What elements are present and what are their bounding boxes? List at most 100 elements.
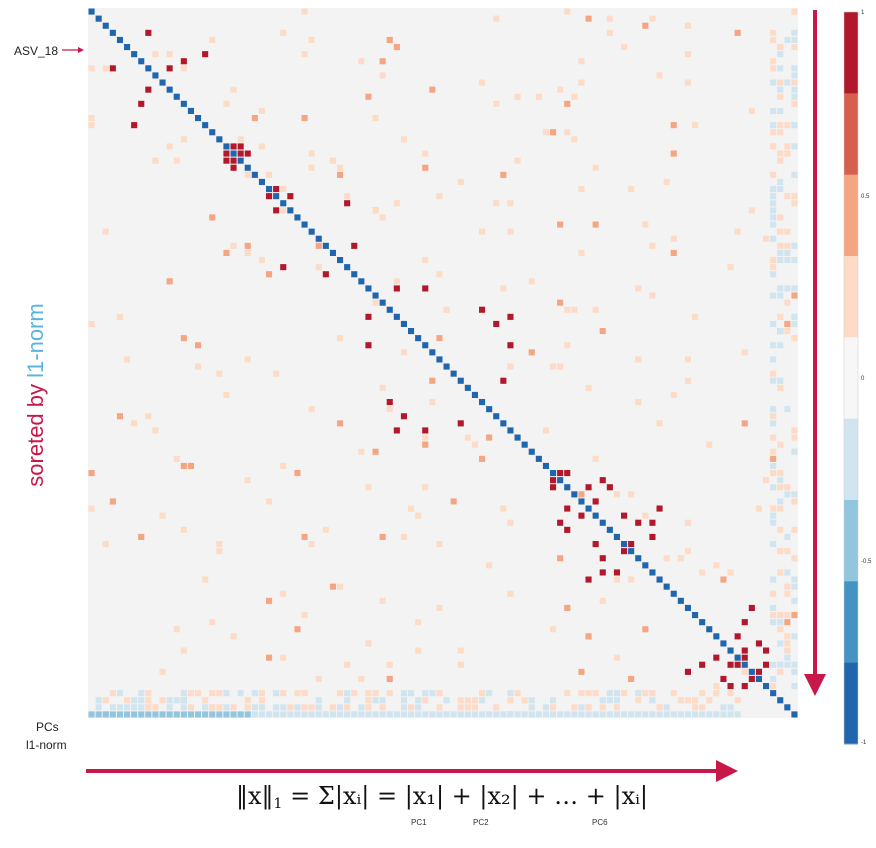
heatmap-cell xyxy=(777,292,784,299)
heatmap-cell xyxy=(791,583,798,590)
heatmap-cell xyxy=(777,44,784,51)
strong-correlation-cell xyxy=(109,65,116,72)
heatmap-cell xyxy=(763,235,770,242)
heatmap-cell xyxy=(386,36,393,43)
heatmap-cell xyxy=(393,200,400,207)
l1-norm-cell xyxy=(670,711,677,718)
pcs-row-label: PCs xyxy=(36,720,59,734)
heatmap-cell xyxy=(585,384,592,391)
l1-norm-cell xyxy=(88,711,95,718)
heatmap-cell xyxy=(258,690,265,697)
diagonal-cell xyxy=(727,647,734,654)
strong-correlation-cell xyxy=(635,519,642,526)
l1-norm-cell xyxy=(464,711,471,718)
heatmap-cell xyxy=(528,704,535,711)
heatmap-cell xyxy=(770,271,777,278)
heatmap-cell xyxy=(500,505,507,512)
heatmap-cell xyxy=(230,86,237,93)
heatmap-cell xyxy=(770,455,777,462)
heatmap-cell xyxy=(599,328,606,335)
heatmap-cell xyxy=(550,363,557,370)
heatmap-cell xyxy=(393,278,400,285)
heatmap-cell xyxy=(784,619,791,626)
heatmap-cell xyxy=(727,569,734,576)
heatmap-cell xyxy=(400,533,407,540)
heatmap-cell xyxy=(266,271,273,278)
diagonal-cell xyxy=(400,320,407,327)
l1-norm-cell xyxy=(429,711,436,718)
heatmap-cell xyxy=(770,576,777,583)
heatmap-cell xyxy=(102,65,109,72)
heatmap-cell xyxy=(507,697,514,704)
heatmap-cell xyxy=(301,704,308,711)
heatmap-cell xyxy=(479,690,486,697)
heatmap-cell xyxy=(173,626,180,633)
heatmap-cell xyxy=(791,427,798,434)
diagonal-cell xyxy=(152,72,159,79)
diagonal-cell xyxy=(195,115,202,122)
diagonal-cell xyxy=(450,370,457,377)
pc1-label: PC1 xyxy=(411,818,427,827)
heatmap-cell xyxy=(244,249,251,256)
heatmap-cell xyxy=(457,178,464,185)
formula-subscript: 1 xyxy=(273,796,283,812)
diagonal-cell xyxy=(550,470,557,477)
l1-norm-cell xyxy=(734,711,741,718)
heatmap-cell xyxy=(791,320,798,327)
l1-norm-cell xyxy=(564,711,571,718)
heatmap-cell xyxy=(216,704,223,711)
heatmap-cell xyxy=(770,541,777,548)
heatmap-cell xyxy=(180,65,187,72)
colorbar-frame xyxy=(843,11,859,745)
heatmap-cell xyxy=(784,285,791,292)
heatmap-cell xyxy=(457,704,464,711)
heatmap-cell xyxy=(649,697,656,704)
heatmap-cell xyxy=(684,548,691,555)
heatmap-cell xyxy=(471,441,478,448)
l1-norm-cell xyxy=(400,711,407,718)
l1-norm-cell xyxy=(308,711,315,718)
diagonal-cell xyxy=(344,264,351,271)
l1-norm-cell xyxy=(187,711,194,718)
heatmap-cell xyxy=(578,690,585,697)
heatmap-cell xyxy=(706,697,713,704)
heatmap-cell xyxy=(344,697,351,704)
l1-norm-cell xyxy=(180,711,187,718)
heatmap-cell xyxy=(706,441,713,448)
colorbar-bin xyxy=(844,662,858,745)
heatmap-cell xyxy=(642,221,649,228)
strong-correlation-cell xyxy=(287,193,294,200)
heatmap-cell xyxy=(386,675,393,682)
heatmap-cell xyxy=(138,697,145,704)
heatmap-cell xyxy=(791,313,798,320)
heatmap-cell xyxy=(770,171,777,178)
heatmap-cell xyxy=(244,171,251,178)
formula-rhs: = Σ|xᵢ| = |x₁| + |x₂| + … + |xᵢ| xyxy=(290,782,649,810)
heatmap-cell xyxy=(791,335,798,342)
colorbar-tick-label: 0 xyxy=(861,376,865,382)
heatmap-cell xyxy=(400,349,407,356)
strong-correlation-cell xyxy=(592,498,599,505)
heatmap-cell xyxy=(258,143,265,150)
l1-norm-cell xyxy=(244,711,251,718)
heatmap-cell xyxy=(784,193,791,200)
heatmap-cell xyxy=(415,704,422,711)
l1-norm-cell xyxy=(166,711,173,718)
strong-correlation-cell xyxy=(479,306,486,313)
heatmap-cell xyxy=(159,668,166,675)
heatmap-cell xyxy=(592,306,599,313)
diagonal-cell xyxy=(571,491,578,498)
heatmap-cell xyxy=(784,548,791,555)
heatmap-cell xyxy=(358,58,365,65)
diagonal-cell xyxy=(443,363,450,370)
strong-correlation-cell xyxy=(322,271,329,278)
strong-correlation-cell xyxy=(557,519,564,526)
heatmap-cell xyxy=(777,342,784,349)
l1-norm-cell xyxy=(443,711,450,718)
heatmap-cell xyxy=(479,79,486,86)
heatmap-cell xyxy=(585,704,592,711)
heatmap-cell xyxy=(223,249,230,256)
heatmap-cell xyxy=(635,697,642,704)
l1-norm-cell xyxy=(457,711,464,718)
heatmap-cell xyxy=(770,193,777,200)
